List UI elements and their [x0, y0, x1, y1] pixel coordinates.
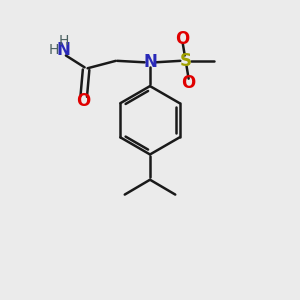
Text: H: H — [49, 44, 59, 57]
Text: O: O — [76, 92, 91, 110]
Text: N: N — [57, 41, 71, 59]
Text: N: N — [143, 53, 157, 71]
Text: O: O — [176, 29, 190, 47]
Text: H: H — [58, 34, 69, 48]
Text: S: S — [180, 52, 192, 70]
Text: O: O — [182, 74, 196, 92]
